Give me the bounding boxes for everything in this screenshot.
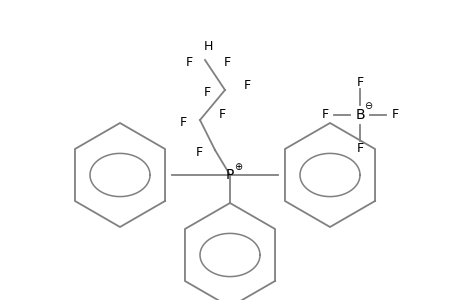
Text: F: F: [179, 116, 186, 128]
Text: ⊖: ⊖: [363, 101, 371, 111]
Text: F: F: [356, 142, 363, 154]
Text: F: F: [391, 109, 397, 122]
Text: F: F: [195, 146, 202, 158]
Text: F: F: [218, 109, 225, 122]
Text: F: F: [203, 85, 210, 98]
Text: ⊕: ⊕: [234, 162, 241, 172]
Text: F: F: [243, 79, 250, 92]
Text: F: F: [223, 56, 230, 68]
Text: P: P: [225, 168, 234, 182]
Text: F: F: [356, 76, 363, 88]
Text: B: B: [354, 108, 364, 122]
Text: F: F: [321, 109, 328, 122]
Text: H: H: [203, 40, 212, 52]
Text: F: F: [185, 56, 192, 68]
